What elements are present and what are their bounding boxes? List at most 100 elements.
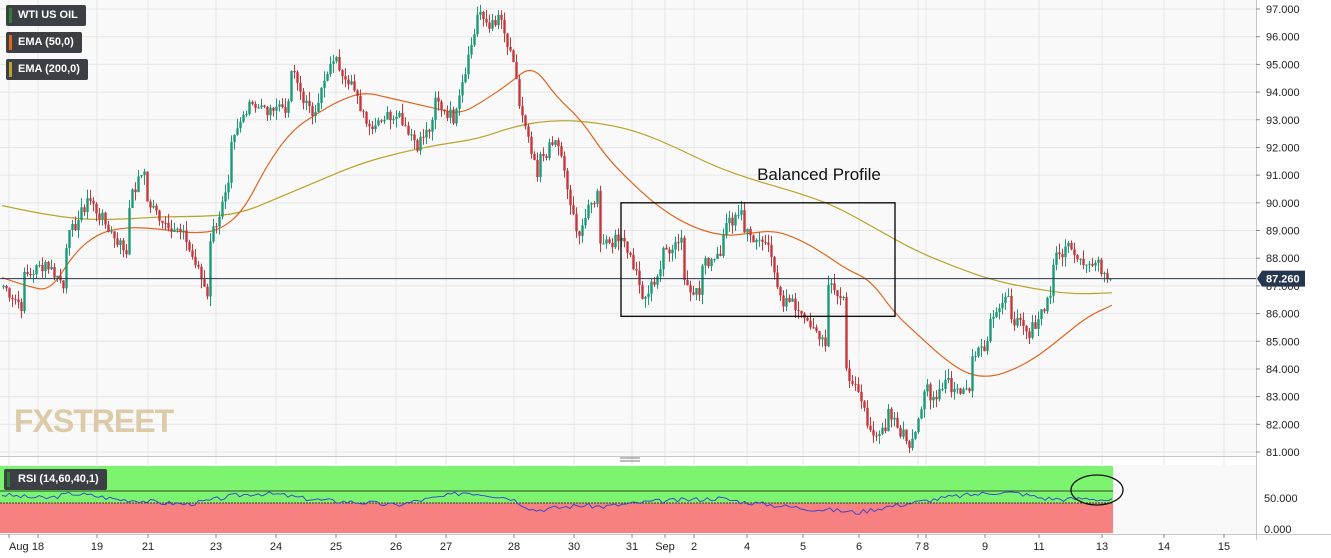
candle (431, 119, 434, 132)
candle (323, 80, 326, 88)
candle (662, 247, 665, 270)
candle (50, 266, 53, 270)
candle (1028, 331, 1031, 338)
candle (785, 297, 788, 307)
candle (980, 346, 983, 348)
last-price-tag: 87.260 (1257, 270, 1305, 287)
candle (407, 125, 410, 135)
candle (266, 106, 269, 116)
candle (1010, 296, 1013, 320)
candle (374, 125, 377, 130)
resize-handle-icon[interactable] (620, 457, 640, 462)
candle (983, 346, 986, 352)
candle (107, 224, 110, 232)
candle (32, 274, 35, 276)
candle (971, 356, 974, 392)
candle (257, 107, 260, 109)
candle (848, 368, 851, 382)
candle (518, 79, 521, 107)
candle (728, 217, 731, 224)
candle (242, 114, 245, 122)
candle (530, 136, 533, 154)
candle (1091, 263, 1094, 266)
candle (17, 299, 20, 302)
candle (515, 62, 518, 80)
candle (998, 308, 1001, 312)
price-axis[interactable]: 97.000 96.000 95.000 94.000 93.000 92.000 91.0… (1256, 4, 1300, 459)
candle (476, 14, 479, 35)
candle (473, 34, 476, 46)
candle (470, 45, 473, 55)
rsi-legend[interactable]: RSI (14,60,40,1) (4, 469, 107, 490)
ema-200-label: EMA (200,0) (18, 63, 80, 75)
candle (128, 208, 131, 255)
candle (1025, 325, 1028, 332)
candle (755, 239, 758, 243)
candle (113, 231, 116, 239)
candle (710, 259, 713, 267)
ema-200-legend[interactable]: EMA (200,0) (6, 59, 88, 80)
candle (125, 250, 128, 255)
candle (935, 396, 938, 400)
candle (701, 265, 704, 295)
candle (809, 320, 812, 328)
candle (362, 111, 365, 113)
instrument-label[interactable]: WTI US OIL (6, 5, 86, 26)
candle (422, 136, 425, 138)
x-tick-label: 8 (923, 541, 929, 553)
candle (941, 388, 944, 390)
candle (185, 230, 188, 243)
candle (566, 170, 569, 190)
candle (428, 129, 431, 132)
candle (56, 275, 59, 278)
candle (902, 429, 905, 437)
candle (638, 270, 641, 286)
candle (1067, 242, 1070, 247)
candle (575, 214, 578, 232)
candle (1004, 296, 1007, 303)
candle (623, 237, 626, 242)
candle (1088, 263, 1091, 265)
ema-50-legend[interactable]: EMA (50,0) (6, 32, 82, 53)
candle (1046, 297, 1049, 312)
rsi-axis-label-50: 50.000 (1264, 493, 1298, 505)
candle (182, 230, 185, 232)
candle (83, 207, 86, 213)
candle (968, 388, 971, 392)
candle (65, 248, 68, 289)
x-tick-label: 9 (982, 541, 988, 553)
candle (878, 433, 881, 436)
candle (845, 297, 848, 369)
candle (857, 384, 860, 392)
candle (869, 425, 872, 431)
candle (233, 134, 236, 142)
candle (338, 57, 341, 71)
candle (452, 109, 455, 124)
time-axis[interactable]: Aug 18 19 21 23 24 25 26 27 28 30 31 Sep 2 4 5 6 7 8 9 11 13 1… (8, 534, 1230, 553)
candle (191, 250, 194, 257)
candle (221, 201, 224, 217)
candle (926, 384, 929, 392)
candle (1007, 296, 1010, 298)
candle (293, 71, 296, 73)
candle (524, 115, 527, 127)
candle (311, 106, 314, 116)
candle (695, 288, 698, 295)
candle (839, 296, 842, 299)
candle (923, 391, 926, 410)
candle (512, 50, 515, 63)
candle (449, 109, 452, 118)
ema-50-label: EMA (50,0) (18, 36, 74, 48)
candle (392, 119, 395, 121)
candle (689, 285, 692, 293)
candle (668, 249, 671, 254)
candle (329, 63, 332, 75)
last-price-value: 87.260 (1266, 274, 1300, 286)
candle (383, 119, 386, 122)
candle (626, 241, 629, 253)
candle (743, 210, 746, 233)
candle (464, 74, 467, 83)
candle (98, 213, 101, 220)
candle (563, 156, 566, 171)
